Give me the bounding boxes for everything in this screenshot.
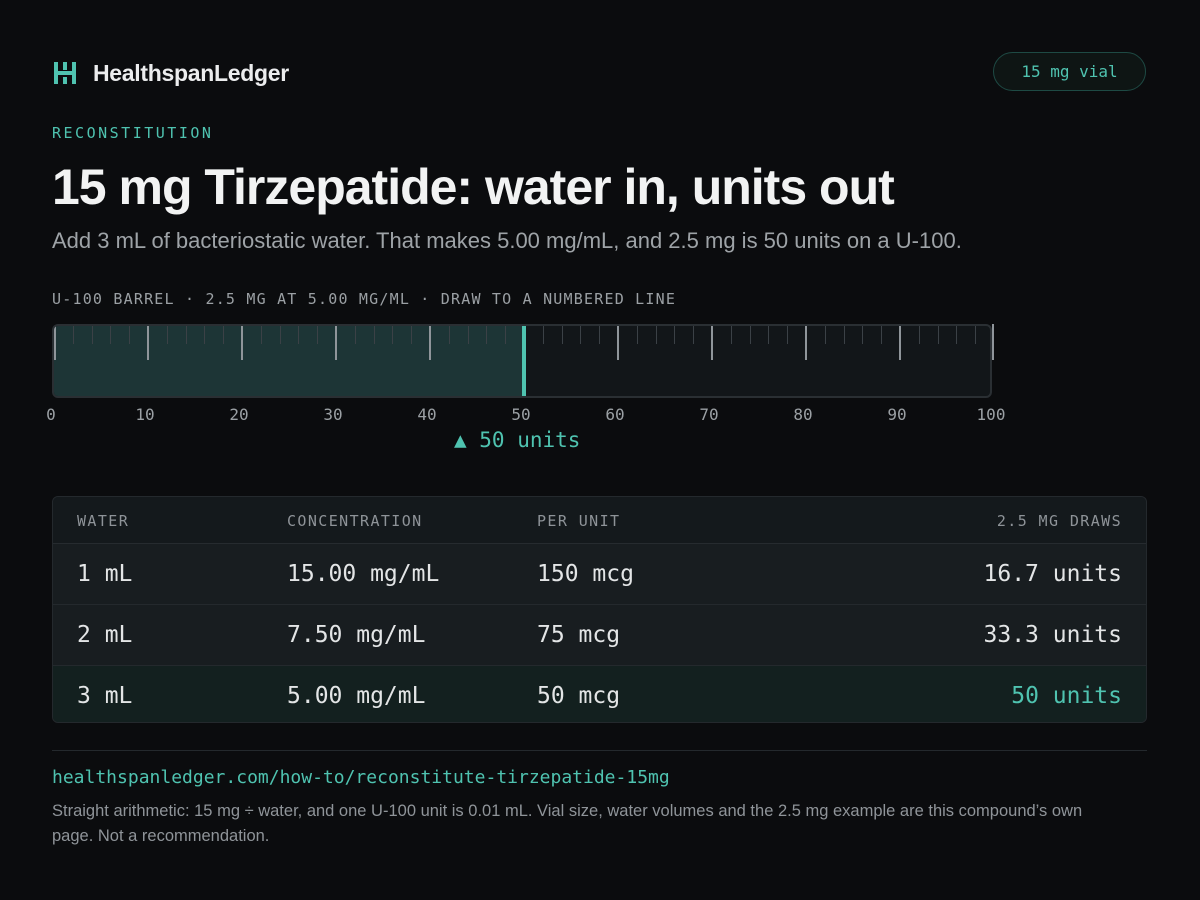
page-subtitle: Add 3 mL of bacteriostatic water. That m… [52,228,962,253]
major-tick [54,326,56,360]
minor-tick [542,326,544,344]
minor-tick [787,326,789,344]
minor-tick [373,326,375,344]
minor-tick [223,326,225,344]
cell-draws: 16.7 units [983,561,1122,587]
scale-label: 40 [417,405,437,424]
minor-tick [561,326,563,344]
source-link[interactable]: healthspanledger.com/how-to/reconstitute… [52,767,670,788]
minor-tick [599,326,601,344]
footer-divider [52,750,1147,751]
cell-concentration: 5.00 mg/mL [287,683,426,709]
scale-label: 80 [793,405,813,424]
minor-tick [881,326,883,344]
barrel-caption: U-100 BARREL · 2.5 MG AT 5.00 MG/ML · DR… [52,290,677,308]
minor-tick [674,326,676,344]
minor-tick [505,326,507,344]
minor-tick [824,326,826,344]
minor-tick [693,326,695,344]
table-row: 2 mL 7.50 mg/mL 75 mcg 33.3 units [53,605,1146,666]
cell-per-unit: 75 mcg [537,622,621,648]
col-header-draws: 2.5 MG DRAWS [996,512,1122,530]
minor-tick [975,326,977,344]
table-header: WATER CONCENTRATION PER UNIT 2.5 MG DRAW… [53,497,1146,544]
cell-water: 1 mL [77,561,133,587]
table-row: 1 mL 15.00 mg/mL 150 mcg 16.7 units [53,544,1146,605]
minor-tick [580,326,582,344]
major-tick [617,326,619,360]
minor-tick [730,326,732,344]
table-row-highlighted: 3 mL 5.00 mg/mL 50 mcg 50 units [53,666,1146,722]
barrel-ticks [54,326,990,396]
page-title: 15 mg Tirzepatide: water in, units out [52,159,895,215]
minor-tick [749,326,751,344]
hl-monogram-icon [54,62,76,84]
vial-size-badge: 15 mg vial [993,52,1146,91]
barrel-fill [54,326,524,396]
minor-tick [448,326,450,344]
dilution-table: WATER CONCENTRATION PER UNIT 2.5 MG DRAW… [52,496,1147,723]
draw-amount-label: ▲ 50 units [454,428,581,452]
scale-label: 30 [323,405,343,424]
cell-draws: 50 units [1011,683,1122,709]
scale-label: 100 [976,405,1006,424]
minor-tick [204,326,206,344]
minor-tick [411,326,413,344]
major-tick [335,326,337,360]
minor-tick [166,326,168,344]
scale-label: 0 [46,405,56,424]
major-tick [429,326,431,360]
major-tick [899,326,901,360]
draw-line-marker [522,326,526,396]
minor-tick [392,326,394,344]
major-tick [241,326,243,360]
minor-tick [110,326,112,344]
minor-tick [862,326,864,344]
minor-tick [843,326,845,344]
minor-tick [317,326,319,344]
cell-per-unit: 50 mcg [537,683,621,709]
major-tick [147,326,149,360]
minor-tick [354,326,356,344]
major-tick [711,326,713,360]
minor-tick [91,326,93,344]
col-header-per-unit: PER UNIT [537,512,621,530]
minor-tick [129,326,131,344]
minor-tick [467,326,469,344]
cell-concentration: 15.00 mg/mL [287,561,440,587]
cell-water: 3 mL [77,683,133,709]
scale-label: 10 [135,405,155,424]
scale-label: 60 [605,405,625,424]
minor-tick [937,326,939,344]
scale-label: 50 [511,405,531,424]
minor-tick [486,326,488,344]
brand[interactable]: HealthspanLedger [52,58,289,88]
scale-label: 90 [887,405,907,424]
minor-tick [298,326,300,344]
cell-water: 2 mL [77,622,133,648]
barrel-end-tick [992,324,994,360]
col-header-concentration: CONCENTRATION [287,512,423,530]
minor-tick [956,326,958,344]
cell-per-unit: 150 mcg [537,561,634,587]
scale-label: 20 [229,405,249,424]
minor-tick [260,326,262,344]
cell-concentration: 7.50 mg/mL [287,622,426,648]
minor-tick [72,326,74,344]
minor-tick [279,326,281,344]
cell-draws: 33.3 units [983,622,1122,648]
minor-tick [185,326,187,344]
syringe-barrel [52,324,992,398]
scale-label: 70 [699,405,719,424]
footer-note: Straight arithmetic: 15 mg ÷ water, and … [52,802,1083,845]
brand-name: HealthspanLedger [93,59,289,86]
col-header-water: WATER [77,512,130,530]
minor-tick [655,326,657,344]
section-eyebrow: RECONSTITUTION [52,124,214,142]
minor-tick [918,326,920,344]
minor-tick [768,326,770,344]
major-tick [805,326,807,360]
minor-tick [636,326,638,344]
barrel-scale-labels: 0 10 20 30 40 50 60 70 80 90 100 [0,405,1200,427]
